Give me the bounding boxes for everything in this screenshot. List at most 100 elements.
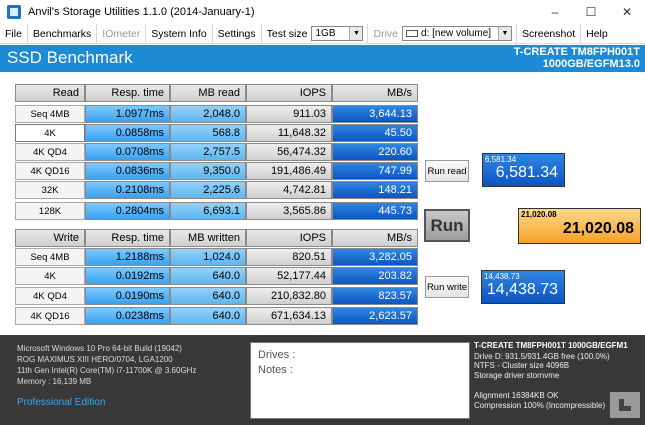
read-header-mb: MB read [170, 84, 246, 102]
read-iops-cell: 4,742.81 [246, 181, 332, 199]
read-time-cell: 1.0977ms [85, 105, 170, 123]
title-bar: Anvil's Storage Utilities 1.1.0 (2014-Ja… [0, 0, 645, 24]
read-score-small: 6,581.34 [485, 155, 517, 164]
read-time-cell: 0.0858ms [85, 124, 170, 142]
read-test-4kqd16-button[interactable]: 4K QD16 [15, 162, 85, 180]
maximize-button[interactable]: ☐ [585, 5, 597, 19]
read-mb-cell: 568.8 [170, 124, 246, 142]
drive-info-line: NTFS - Cluster size 4096B [474, 361, 570, 370]
read-test-4k-button[interactable]: 4K [15, 124, 85, 142]
read-score-value: 6,581.34 [495, 164, 558, 181]
system-info-memory: Memory : 16,139 MB [17, 377, 92, 386]
menu-screenshot[interactable]: Screenshot [516, 23, 582, 44]
system-info-cpu: 11th Gen Intel(R) Core(TM) i7-11700K @ 3… [17, 366, 197, 375]
drive-model-line1: T-CREATE TM8FPH001T [513, 46, 640, 58]
read-header-time: Resp. time [85, 84, 170, 102]
write-score-value: 14,438.73 [486, 281, 558, 298]
chevron-down-icon: ▼ [498, 27, 511, 40]
system-info-os: Microsoft Windows 10 Pro 64-bit Build (1… [17, 344, 182, 353]
write-mbs-cell: 203.82 [332, 267, 418, 285]
write-header-label: Write [15, 229, 85, 247]
read-test-4kqd4-button[interactable]: 4K QD4 [15, 143, 85, 161]
read-test-32k-button[interactable]: 32K [15, 181, 85, 199]
read-iops-cell: 3,565.86 [246, 202, 332, 220]
write-mb-cell: 1,024.0 [170, 248, 246, 266]
read-iops-cell: 911.03 [246, 105, 332, 123]
write-score-small: 14,438.73 [484, 272, 520, 281]
read-mb-cell: 6,693.1 [170, 202, 246, 220]
test-size-select[interactable]: 1GB ▼ [311, 26, 364, 41]
write-test-4k-button[interactable]: 4K [15, 267, 85, 285]
write-header-mb: MB written [170, 229, 246, 247]
drive-select[interactable]: d: [new volume] ▼ [402, 26, 512, 41]
read-mbs-cell: 220.60 [332, 143, 418, 161]
read-mbs-cell: 747.99 [332, 162, 418, 180]
write-time-cell: 0.0190ms [85, 287, 170, 305]
read-header-mbs: MB/s [332, 84, 418, 102]
page-title: SSD Benchmark [7, 48, 133, 67]
run-button[interactable]: Run [424, 209, 470, 242]
drive-model-line2: 1000GB/EGFM13.0 [542, 58, 640, 70]
write-mb-cell: 640.0 [170, 307, 246, 325]
read-mb-cell: 2,225.6 [170, 181, 246, 199]
menu-iometer[interactable]: IOmeter [97, 23, 147, 44]
drive-info-alignment: Alignment 16384KB OK [474, 391, 559, 400]
read-iops-cell: 56,474.32 [246, 143, 332, 161]
drive-info-title: T-CREATE TM8FPH001T 1000GB/EGFM1 [474, 341, 628, 350]
edition-label: Professional Edition [17, 397, 106, 408]
read-mb-cell: 2,757.5 [170, 143, 246, 161]
read-mb-cell: 2,048.0 [170, 105, 246, 123]
write-iops-cell: 820.51 [246, 248, 332, 266]
window-controls: – ☐ ✕ [537, 0, 645, 24]
header-band: SSD Benchmark T-CREATE TM8FPH001T 1000GB… [0, 45, 645, 72]
write-header-time: Resp. time [85, 229, 170, 247]
chevron-down-icon: ▼ [349, 27, 363, 40]
run-read-button[interactable]: Run read [425, 160, 469, 182]
total-score: 21,020.08 21,020.08 [518, 208, 641, 244]
test-size-value: 1GB [315, 28, 336, 39]
close-button[interactable]: ✕ [621, 5, 633, 19]
write-test-4kqd16-button[interactable]: 4K QD16 [15, 307, 85, 325]
read-score: 6,581.34 6,581.34 [482, 153, 565, 187]
write-test-4kqd4-button[interactable]: 4K QD4 [15, 287, 85, 305]
read-header-iops: IOPS [246, 84, 332, 102]
drive-info-compression: Compression 100% (Incompressible) [474, 400, 606, 410]
window-title: Anvil's Storage Utilities 1.1.0 (2014-Ja… [28, 6, 255, 18]
read-time-cell: 0.0836ms [85, 162, 170, 180]
drive-value: d: [new volume] [421, 28, 492, 39]
write-mb-cell: 640.0 [170, 287, 246, 305]
drive-label: Drive [367, 23, 402, 44]
run-write-button[interactable]: Run write [425, 276, 469, 298]
write-iops-cell: 671,634.13 [246, 307, 332, 325]
menu-system-info[interactable]: System Info [146, 23, 213, 44]
drive-info-line: Storage driver stornvme [474, 370, 560, 380]
write-mb-cell: 640.0 [170, 267, 246, 285]
write-mbs-cell: 2,623.57 [332, 307, 418, 325]
write-header-iops: IOPS [246, 229, 332, 247]
notes-field[interactable]: Drives : Notes : [250, 342, 470, 419]
menu-settings[interactable]: Settings [213, 23, 262, 44]
read-mb-cell: 9,350.0 [170, 162, 246, 180]
minimize-button[interactable]: – [551, 5, 559, 19]
read-test-seq4mb-button[interactable]: Seq 4MB [15, 105, 85, 123]
menu-benchmarks[interactable]: Benchmarks [28, 23, 98, 44]
notes-notes-label: Notes : [258, 364, 293, 376]
menu-help[interactable]: Help [586, 27, 608, 40]
menu-file[interactable]: File [0, 23, 28, 44]
write-iops-cell: 52,177.44 [246, 267, 332, 285]
drive-info-line: Drive D: 931.5/931.4GB free (100.0%) [474, 351, 610, 361]
read-time-cell: 0.2804ms [85, 202, 170, 220]
test-size-label: Test size [266, 27, 308, 40]
total-score-value: 21,020.08 [562, 220, 634, 237]
read-mbs-cell: 3,644.13 [332, 105, 418, 123]
notes-drives-label: Drives : [258, 349, 296, 361]
write-test-seq4mb-button[interactable]: Seq 4MB [15, 248, 85, 266]
system-info: Microsoft Windows 10 Pro 64-bit Build (1… [17, 343, 196, 387]
app-icon [7, 5, 21, 19]
drive-icon [406, 30, 418, 37]
read-test-128k-button[interactable]: 128K [15, 202, 85, 220]
total-score-small: 21,020.08 [521, 210, 557, 219]
read-iops-cell: 11,648.32 [246, 124, 332, 142]
write-mbs-cell: 3,282.05 [332, 248, 418, 266]
write-score: 14,438.73 14,438.73 [481, 270, 565, 304]
